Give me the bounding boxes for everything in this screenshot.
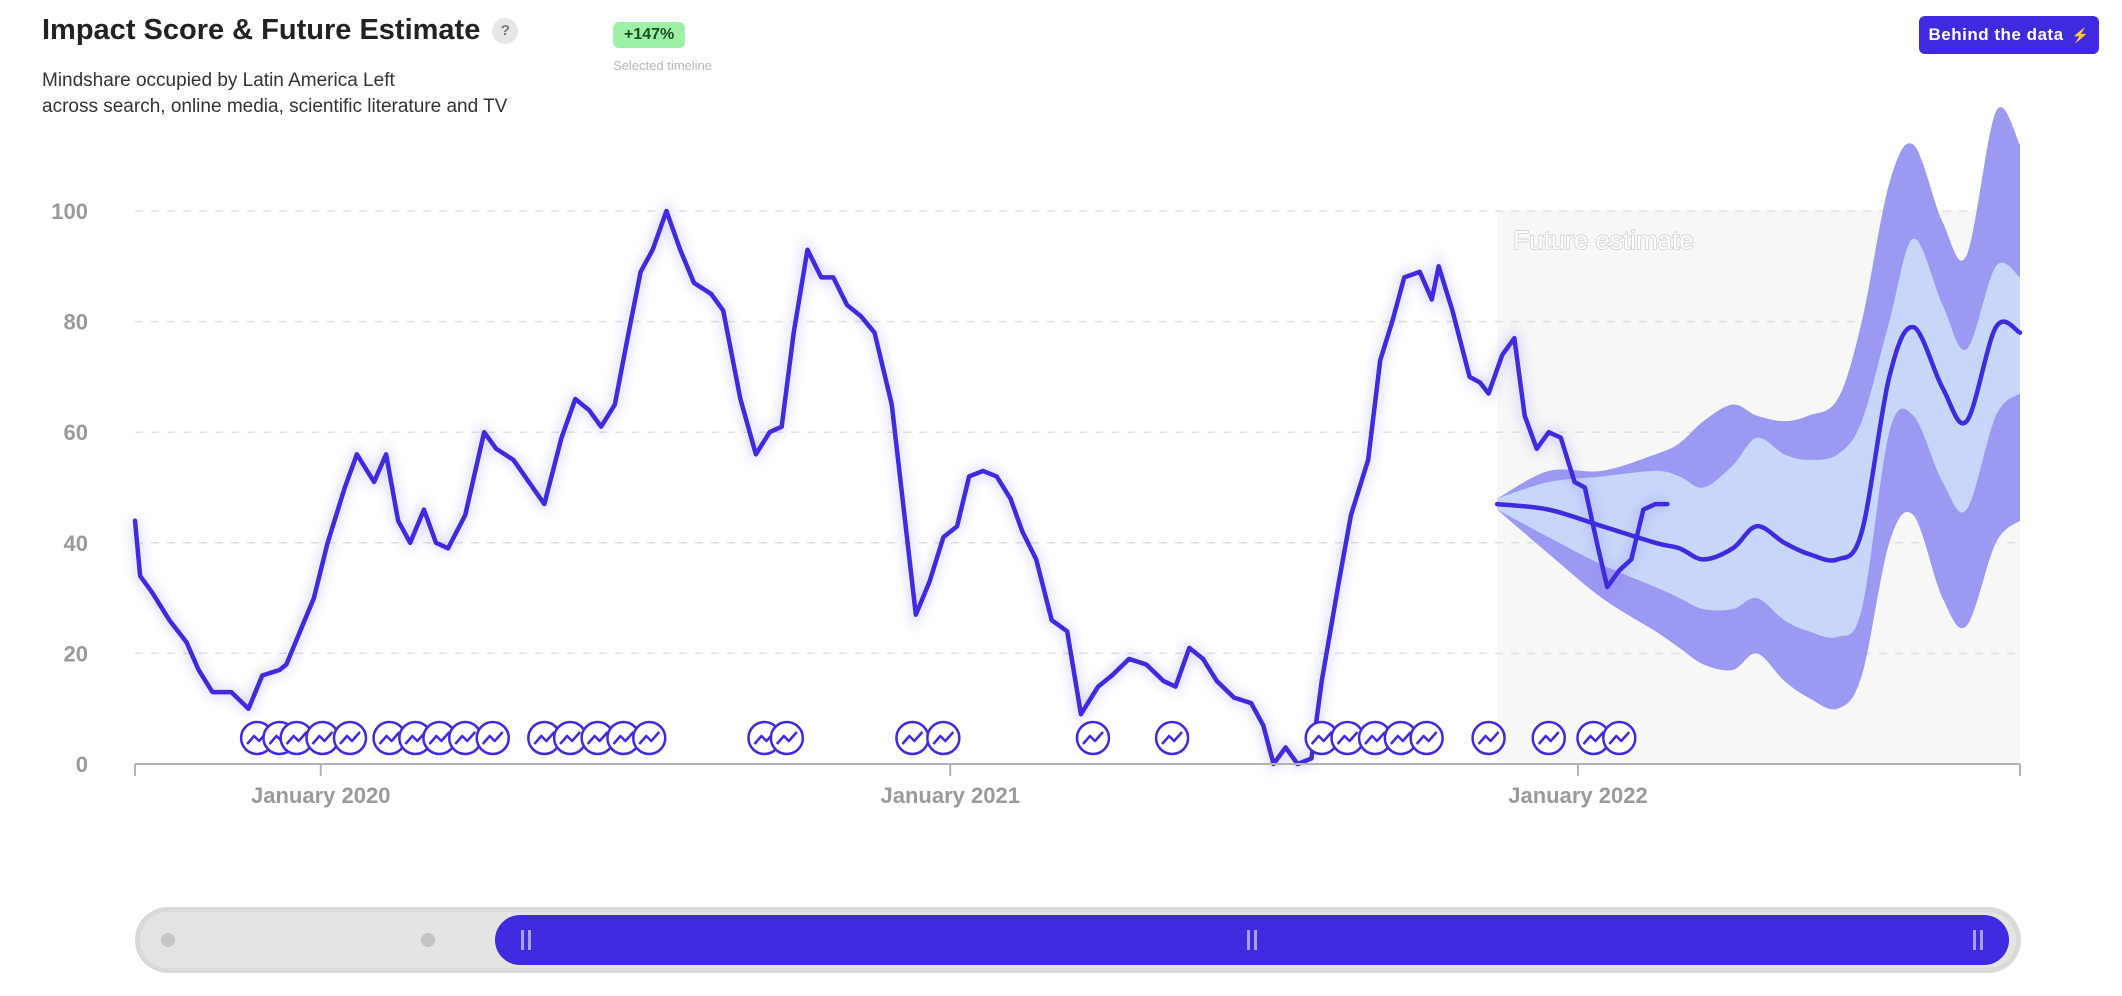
- y-tick-label: 100: [51, 199, 88, 224]
- impact-chart: Future estimate 0 20 40 60 80 100 January 2020 J…: [51, 107, 2023, 808]
- chart-title: Impact Score & Future Estimate ?: [42, 14, 519, 47]
- behind-the-data-button[interactable]: Behind the data ⚡: [1919, 16, 2099, 54]
- handle-dot-icon: [161, 933, 175, 947]
- x-tick-label: January 2020: [251, 783, 390, 808]
- left-grip-icon[interactable]: [521, 930, 531, 950]
- trend-marker-icon: [631, 720, 667, 756]
- chart-subtitle: Mindshare occupied by Latin America Left…: [42, 68, 507, 120]
- subtitle-line-2: across search, online media, scientific …: [42, 96, 508, 117]
- trend-marker-icon: [1154, 720, 1190, 756]
- selected-range[interactable]: [495, 915, 2009, 965]
- trend-marker-icon: [1075, 720, 1111, 756]
- trend-marker-icon: [1602, 720, 1637, 756]
- trend-marker-icon: [580, 720, 615, 756]
- trend-marker-icon: [926, 720, 961, 756]
- trend-marker-icon: [1409, 720, 1444, 756]
- y-tick-label: 40: [64, 531, 88, 556]
- y-tick-label: 60: [64, 420, 88, 445]
- behind-the-data-label: Behind the data: [1928, 25, 2064, 44]
- trend-marker-icon: [1471, 720, 1506, 756]
- history-line: [132, 208, 1670, 767]
- chart-title-text: Impact Score & Future Estimate: [42, 14, 481, 46]
- trend-marker-icon: [475, 720, 510, 756]
- lightning-icon: ⚡: [2071, 26, 2090, 43]
- forecast-line: [1494, 319, 2023, 563]
- help-icon[interactable]: ?: [492, 17, 519, 44]
- trend-marker-icon: [1531, 720, 1566, 756]
- forecast-inner-band: [1497, 238, 2020, 638]
- subtitle-line-1: Mindshare occupied by Latin America Left: [42, 70, 395, 91]
- y-tick-label: 0: [76, 752, 88, 777]
- y-tick-label: 20: [64, 641, 88, 666]
- trend-marker-icon: [769, 720, 805, 756]
- forecast-label: Future estimate: [1513, 225, 1694, 255]
- change-badge: +147%: [613, 22, 686, 48]
- y-tick-label: 80: [64, 310, 88, 335]
- x-tick-label: January 2022: [1508, 783, 1647, 808]
- right-grip-icon[interactable]: [1973, 930, 1983, 950]
- badge-caption: Selected timeline: [613, 58, 712, 73]
- x-tick-label: January 2021: [881, 783, 1020, 808]
- timeline-scrollbar[interactable]: [135, 907, 2021, 973]
- trend-marker-icon: [332, 720, 368, 756]
- trend-marker-icon: [895, 720, 930, 756]
- trend-marker-icon: [398, 720, 433, 756]
- handle-dot-icon: [421, 933, 435, 947]
- trend-marker-icon: [1383, 720, 1419, 756]
- trend-marker-icon: [527, 720, 562, 756]
- center-grip-icon[interactable]: [1247, 930, 1257, 950]
